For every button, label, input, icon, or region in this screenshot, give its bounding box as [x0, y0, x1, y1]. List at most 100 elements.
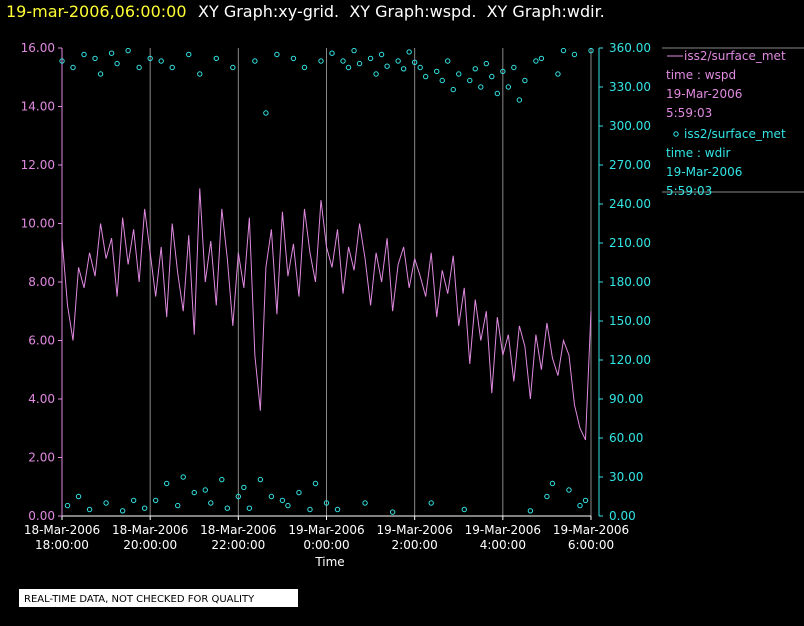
wdir-point	[472, 66, 478, 72]
legend-text: time : wspd	[666, 68, 736, 82]
x-tick-label: 20:00:00	[123, 538, 177, 552]
wdir-point	[549, 480, 556, 487]
wdir-point	[389, 509, 396, 515]
wdir-point	[522, 77, 528, 84]
wdir-point	[334, 506, 341, 513]
wdir-point	[533, 58, 539, 64]
wdir-point	[180, 474, 186, 480]
wdir-point	[422, 73, 429, 80]
wdir-point	[152, 497, 159, 504]
wdir-point	[461, 506, 467, 513]
y2-tick-label: 210.00	[609, 236, 651, 250]
wdir-point	[356, 60, 363, 67]
wdir-point	[169, 64, 175, 71]
wdir-point	[500, 68, 506, 75]
y-tick-label: 12.00	[21, 158, 55, 172]
wdir-point	[312, 480, 319, 487]
y-tick-label: 16.00	[21, 41, 55, 55]
wdir-point	[274, 51, 280, 58]
wdir-point	[395, 58, 401, 64]
wdir-point	[246, 505, 253, 511]
y-tick-label: 0.00	[28, 509, 55, 523]
x-tick-label: 0:00:00	[303, 538, 349, 552]
wdir-point	[362, 500, 368, 506]
x-tick-label: 6:00:00	[568, 538, 614, 552]
y2-tick-label: 120.00	[609, 353, 651, 367]
x-tick-label: 18-Mar-2006	[24, 523, 100, 537]
wdir-point	[279, 497, 286, 504]
wdir-point	[582, 497, 589, 504]
wdir-point	[555, 71, 561, 77]
wdir-point	[81, 51, 87, 58]
wdir-point	[186, 51, 192, 58]
wdir-point	[406, 49, 412, 55]
wdir-point	[130, 497, 137, 504]
legend-swatch	[673, 131, 679, 137]
x-tick-label: 4:00:00	[480, 538, 526, 552]
legend-text: 19-Mar-2006	[666, 87, 742, 101]
wspd-line	[61, 188, 592, 441]
wdir-point	[241, 484, 247, 491]
legend-name: iss2/surface_met	[684, 49, 786, 63]
wdir-point	[125, 47, 131, 54]
y-tick-label: 2.00	[28, 451, 55, 465]
wdir-point	[108, 50, 115, 56]
wdir-point	[257, 476, 264, 483]
y2-tick-label: 330.00	[609, 80, 651, 94]
wdir-point	[191, 489, 197, 496]
wdir-point	[64, 502, 71, 509]
x-tick-label: 2:00:00	[392, 538, 438, 552]
wdir-point	[345, 64, 352, 71]
y-tick-label: 8.00	[28, 275, 55, 289]
wdir-point	[301, 64, 308, 71]
wdir-point	[516, 97, 523, 103]
wdir-point	[417, 64, 423, 71]
legend-text: 5:59:03	[666, 106, 712, 120]
wdir-point	[571, 51, 578, 58]
wdir-point	[544, 493, 550, 500]
x-tick-label: 19-Mar-2006	[288, 523, 364, 537]
wdir-point	[378, 51, 385, 58]
wdir-point	[340, 58, 346, 64]
note: REAL-TIME DATA, NOT CHECKED FOR QUALITY	[24, 594, 255, 605]
wdir-point	[147, 55, 153, 62]
wdir-point	[577, 502, 583, 509]
wdir-point	[384, 63, 390, 69]
y-tick-label: 10.00	[21, 217, 55, 231]
y2-tick-label: 30.00	[609, 470, 643, 484]
wdir-point	[511, 64, 517, 71]
wdir-point	[219, 476, 225, 483]
y2-tick-label: 270.00	[609, 158, 651, 172]
chart-title: XY Graph:xy-grid. XY Graph:wspd. XY Grap…	[198, 2, 605, 21]
wdir-point	[373, 71, 379, 77]
y2-tick-label: 90.00	[609, 392, 643, 406]
wdir-point	[97, 71, 104, 77]
wdir-point	[318, 58, 324, 64]
wdir-point	[329, 50, 335, 56]
legend-name: iss2/surface_met	[684, 127, 786, 141]
x-tick-label: 18:00:00	[35, 538, 89, 552]
wdir-point	[103, 500, 109, 506]
wdir-point	[213, 55, 219, 62]
wdir-point	[445, 58, 451, 64]
wdir-point	[505, 84, 512, 90]
wdir-point	[588, 47, 594, 54]
wdir-point	[478, 84, 484, 90]
wdir-point	[323, 500, 330, 506]
y2-tick-label: 360.00	[609, 41, 651, 55]
x-tick-label: 19-Mar-2006	[553, 523, 629, 537]
wdir-point	[208, 500, 214, 506]
wdir-point	[86, 506, 93, 513]
legend-text: 5:59:03	[666, 184, 712, 198]
wdir-point	[527, 508, 534, 514]
wdir-point	[411, 59, 418, 65]
wdir-point	[163, 480, 170, 487]
wdir-point	[119, 508, 126, 514]
x-axis-label: Time	[314, 555, 344, 569]
wdir-point	[224, 505, 231, 511]
wdir-point	[538, 55, 545, 62]
wdir-point	[235, 493, 242, 500]
